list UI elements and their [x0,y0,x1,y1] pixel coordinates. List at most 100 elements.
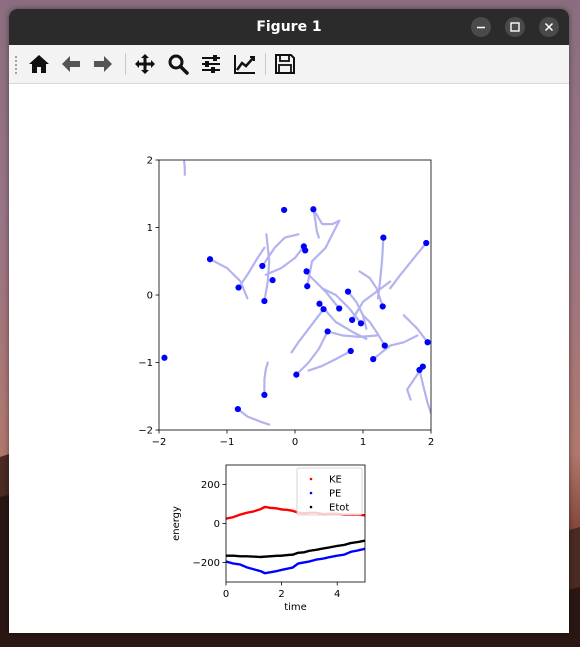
particle-point [370,356,377,363]
legend-label: KE [329,475,342,486]
figure-canvas[interactable]: −2 −1 0 1 2 −2 −1 0 1 2 0 2 4 −200 0 200 time energy KE PE… [9,84,569,633]
particle-point [424,339,431,346]
close-button[interactable] [539,17,559,37]
configure-subplots-button[interactable] [197,51,225,77]
title-bar[interactable]: Figure 1 [9,9,569,45]
particle-point [381,342,388,349]
particle-trail [183,160,186,176]
legend-marker [309,491,313,495]
toolbar [9,45,569,84]
particle-trail [236,408,271,426]
x-tick-label: −2 [152,437,167,448]
figure-window: Figure 1 [9,9,569,633]
particle-trail [237,246,266,289]
particle-point [347,347,354,355]
particle-trail [290,308,325,354]
maximize-icon [510,22,520,32]
particle-trail [208,258,249,300]
minimize-icon [477,26,485,29]
particle-point [293,371,300,378]
particle-point [336,305,343,312]
particle-trail [402,314,429,344]
close-icon [544,22,554,32]
particle-point [316,300,323,307]
particle-point [304,283,311,290]
toolbar-grip[interactable] [14,55,18,75]
plot-area [159,160,431,430]
particle-trail [312,208,320,239]
legend-marker [309,477,313,481]
particle-trail [418,368,431,415]
particle-trail [263,361,269,396]
particle-trail [406,365,424,401]
minimize-button[interactable] [471,17,491,37]
particle-point [303,268,310,275]
particle-point [261,297,268,305]
home-button[interactable] [25,51,53,77]
x-tick-label: 1 [360,437,366,448]
particle-trail [295,330,329,376]
particle-trail [361,314,386,347]
x-tick-label: 2 [278,589,284,600]
particle-point [357,320,365,327]
particle-point [324,328,331,335]
plot-content [161,160,431,426]
y-tick-label: −1 [138,358,153,369]
legend: KE PE Etot [296,467,363,516]
legend-label: PE [329,489,341,500]
toolbar-separator [125,53,126,75]
particle-trail [318,302,368,340]
y-tick-label: 2 [147,156,153,167]
particle-trail [351,280,392,322]
floppy-disk-icon [275,54,295,74]
y-tick-label: 200 [201,480,220,491]
particle-trail [326,330,378,338]
particle-point [206,256,214,263]
particle-point [302,247,309,254]
y-tick-label: −200 [193,558,220,569]
particle-point [379,303,386,310]
series-pe [226,547,365,575]
particle-trail [389,241,428,290]
back-button[interactable] [57,51,85,77]
particle-point [234,405,241,413]
particle-trail [372,334,419,361]
y-axis-label: energy [171,506,182,541]
particle-trail [307,349,352,372]
particle-trail [264,245,305,276]
particle-point [259,262,266,270]
particle-trail [312,208,341,226]
particle-trail [306,219,341,288]
x-tick-label: −1 [220,437,235,448]
particle-point [269,277,276,284]
energy-axes[interactable]: 0 2 4 −200 0 200 time energy KE PE Etot [171,464,366,613]
y-tick-label: 0 [147,291,153,302]
particle-point [261,391,268,398]
x-tick-label: 0 [223,589,229,600]
line-chart-icon [234,55,255,74]
edit-axis-button[interactable] [230,51,258,77]
maximize-button[interactable] [505,17,525,37]
particle-point [310,206,317,213]
particle-axes[interactable]: −2 −1 0 1 2 −2 −1 0 1 2 [138,156,434,449]
forward-button[interactable] [89,51,117,77]
zoom-button[interactable] [164,51,192,77]
particle-point [281,206,288,214]
home-icon [29,55,49,73]
magnifier-icon [168,54,189,75]
toolbar-separator [265,53,266,75]
particle-point [161,354,168,361]
legend-label: Etot [329,503,349,514]
legend-marker [309,505,313,509]
particle-point [344,288,352,295]
pan-button[interactable] [131,51,159,77]
particle-point [235,284,242,291]
x-tick-label: 2 [428,437,434,448]
save-button[interactable] [271,51,299,77]
figure-svg: −2 −1 0 1 2 −2 −1 0 1 2 0 2 4 −200 0 200 time energy KE PE… [138,156,434,614]
particle-point [349,316,356,324]
particle-point [380,234,387,241]
x-tick-label: 0 [292,437,298,448]
particle-point [423,239,430,247]
y-tick-label: −2 [138,426,153,437]
